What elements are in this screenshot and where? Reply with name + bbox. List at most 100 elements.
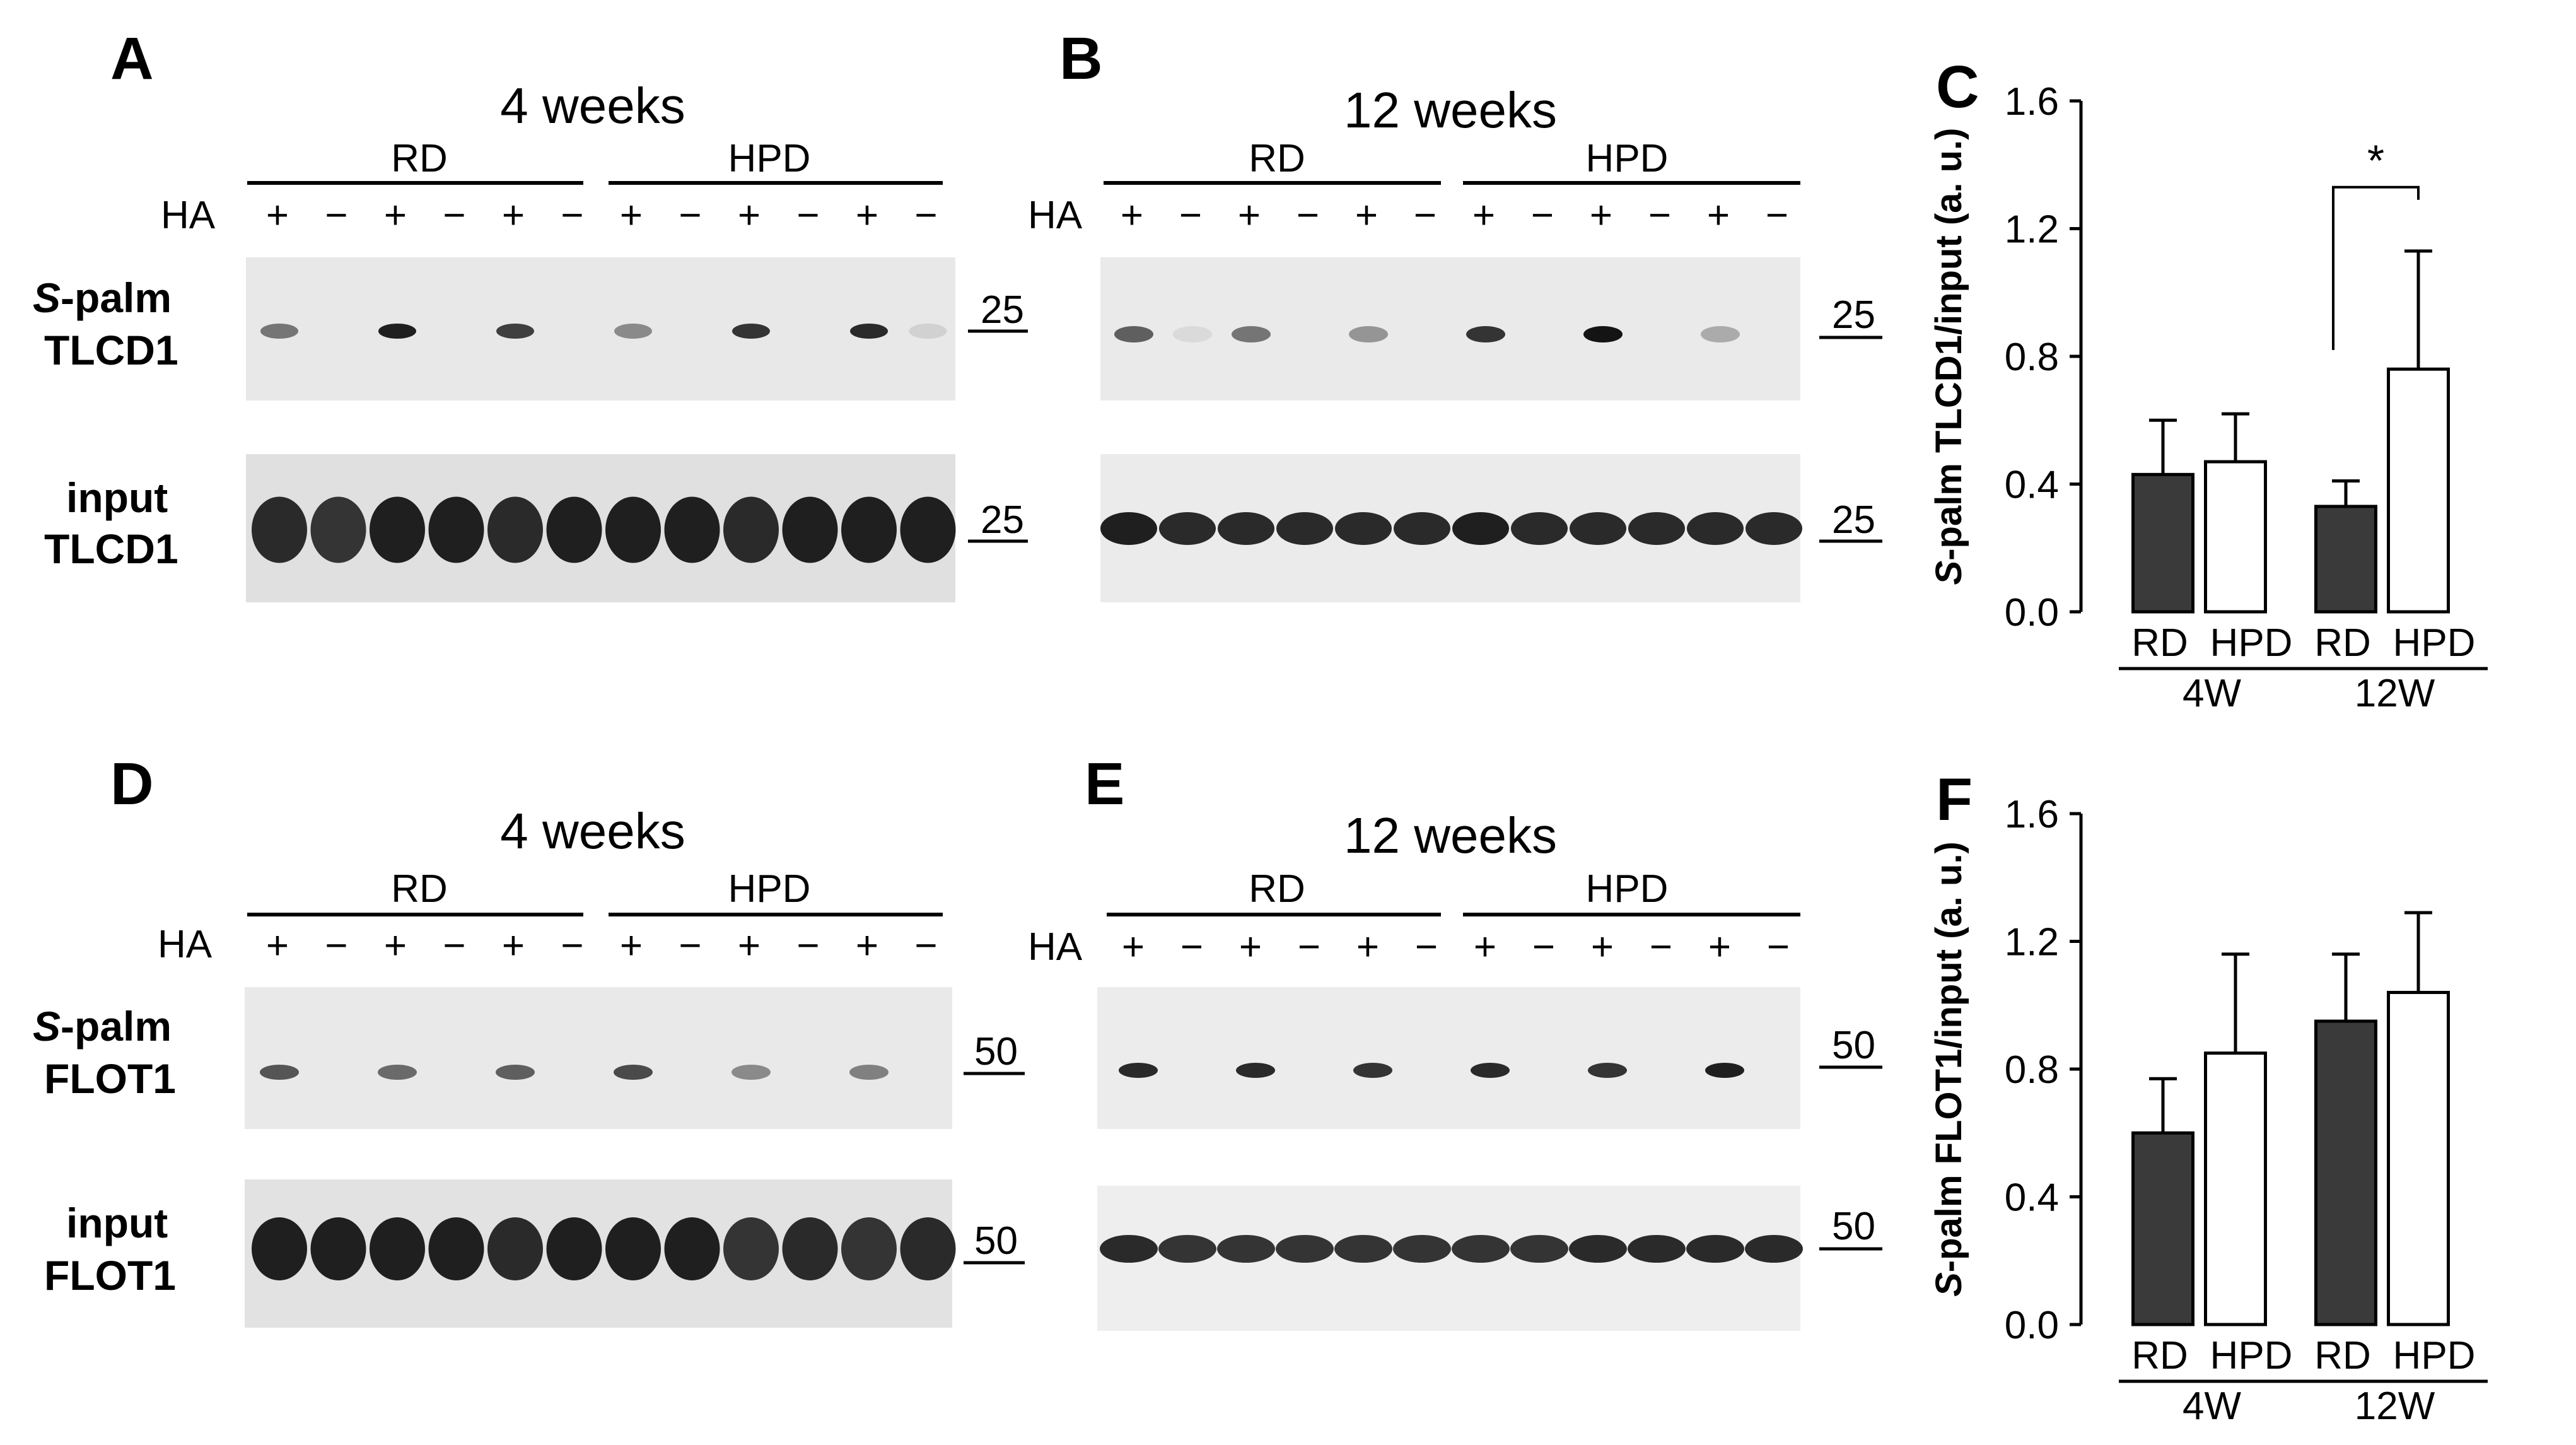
- blot-e-input-bands: [1100, 1235, 1803, 1263]
- panel-d-input-label: input: [66, 1200, 168, 1246]
- blot-band: [1218, 512, 1274, 545]
- blot-band: [487, 496, 543, 563]
- bar-hpd-12w: [2387, 367, 2450, 614]
- x-category-label: HPD: [2393, 1334, 2476, 1378]
- blot-band: [1452, 512, 1509, 545]
- y-tick-label: 0.4: [2005, 464, 2059, 507]
- x-group-label: 4W: [2183, 672, 2241, 715]
- blot-band: [1705, 1063, 1744, 1078]
- blot-band: [1217, 1235, 1275, 1263]
- ha-sign-a-5: +: [502, 194, 525, 237]
- y-tick-label: 1.6: [2005, 793, 2059, 836]
- blot-band: [1701, 326, 1740, 342]
- blot-band: [1511, 512, 1568, 545]
- panel-a-group-rd: RD: [391, 137, 448, 180]
- ha-sign-b-1: +: [1121, 194, 1143, 237]
- blot-band: [260, 324, 298, 339]
- chart-f: F S-palm FLOT1/input (a. u.) 0.0 0.4 0.8 1.2 1…: [1928, 766, 2488, 1428]
- blot-band: [1588, 1063, 1627, 1078]
- blot-band: [614, 1065, 653, 1080]
- chart-f-ylabel: S-palm FLOT1/input (a. u.): [1928, 841, 1969, 1297]
- ha-sign-d-8: −: [679, 924, 701, 968]
- blot-d-spalm-bands: [260, 1065, 889, 1080]
- blot-band: [1349, 326, 1388, 342]
- ha-sign-e-1: +: [1122, 925, 1145, 969]
- blot-band: [310, 496, 366, 563]
- panel-letter-d: D: [110, 751, 154, 817]
- x-category-label: RD: [2131, 1334, 2188, 1378]
- mw-e-input: 50: [1832, 1205, 1875, 1248]
- mw-d-input: 50: [974, 1219, 1018, 1263]
- blot-d-spalm: [245, 987, 952, 1129]
- blot-band: [1158, 1235, 1216, 1263]
- ha-sign-d-4: −: [443, 924, 465, 968]
- panel-b-ha-label: HA: [1028, 194, 1083, 237]
- bar-hpd-12w: [2387, 991, 2450, 1326]
- blot-d-input-bands: [252, 1217, 956, 1280]
- blot-band: [732, 324, 770, 339]
- panel-a-input-protein: TLCD1: [44, 525, 178, 572]
- blot-band: [546, 1217, 602, 1280]
- y-tick-label: 0.8: [2005, 336, 2059, 379]
- y-tick-label: 0.0: [2005, 1304, 2059, 1347]
- blot-band: [1746, 512, 1802, 545]
- panel-letter-f: F: [1936, 766, 1973, 833]
- ha-sign-a-7: +: [620, 194, 643, 237]
- x-category-label: HPD: [2210, 1334, 2293, 1378]
- x-category-label: HPD: [2393, 621, 2476, 665]
- blot-band: [723, 496, 779, 563]
- blot-band: [1276, 1235, 1334, 1263]
- blot-band: [900, 1217, 956, 1280]
- ha-sign-e-8: −: [1532, 925, 1555, 969]
- ha-sign-e-10: −: [1650, 925, 1672, 969]
- panel-a-spalm-label: S-palm: [33, 274, 172, 321]
- ha-sign-b-6: −: [1414, 194, 1437, 237]
- ha-sign-b-5: +: [1355, 194, 1378, 237]
- blot-band: [1100, 1235, 1158, 1263]
- blot-band: [378, 1065, 417, 1080]
- ha-sign-e-7: +: [1474, 925, 1496, 969]
- blot-band: [1628, 512, 1685, 545]
- ha-sign-e-6: −: [1415, 925, 1438, 969]
- blot-band: [546, 496, 602, 563]
- blot-band: [310, 1217, 366, 1280]
- blot-band: [496, 1065, 535, 1080]
- ha-sign-e-11: +: [1708, 925, 1731, 969]
- blot-band: [782, 496, 838, 563]
- bar-rd-4w: [2131, 472, 2194, 614]
- blot-band: [252, 1217, 307, 1280]
- panel-d-ha-label: HA: [158, 923, 213, 966]
- ha-sign-d-3: +: [384, 924, 407, 968]
- blot-band: [252, 496, 307, 563]
- blot-band: [1393, 1235, 1451, 1263]
- chart-c: C S-palm TLCD1/input (a. u.) 0.0 0.4 0.8 1.2 1…: [1928, 54, 2488, 715]
- y-tick-label: 0.0: [2005, 591, 2059, 635]
- ha-sign-a-9: +: [738, 194, 761, 237]
- blot-b-spalm-bands: [1114, 326, 1740, 342]
- blot-band: [1276, 512, 1333, 545]
- blot-band: [605, 1217, 661, 1280]
- blot-band: [664, 496, 720, 563]
- blot-band: [605, 496, 661, 563]
- y-tick-label: 1.2: [2005, 921, 2059, 964]
- panel-a-title: 4 weeks: [500, 78, 685, 134]
- blot-band: [614, 324, 652, 339]
- x-category-label: HPD: [2210, 621, 2293, 665]
- panel-e-title: 12 weeks: [1344, 807, 1557, 863]
- y-tick-label: 0.4: [2005, 1176, 2059, 1220]
- ha-sign-a-10: −: [796, 194, 819, 237]
- ha-sign-d-11: +: [856, 924, 878, 968]
- blot-band: [496, 324, 534, 339]
- mw-d-spalm: 50: [974, 1030, 1018, 1074]
- panel-e-group-hpd: HPD: [1586, 867, 1669, 911]
- blot-band: [1232, 326, 1271, 342]
- ha-sign-d-7: +: [620, 924, 643, 968]
- ha-sign-d-5: +: [502, 924, 525, 968]
- ha-sign-b-2: −: [1179, 194, 1202, 237]
- ha-sign-a-4: −: [443, 194, 465, 237]
- panel-b-title: 12 weeks: [1344, 82, 1557, 138]
- ha-sign-a-11: +: [856, 194, 878, 237]
- panel-a-ha-label: HA: [161, 194, 216, 237]
- ha-sign-b-12: −: [1766, 194, 1788, 237]
- blot-a-spalm-bands: [260, 324, 947, 339]
